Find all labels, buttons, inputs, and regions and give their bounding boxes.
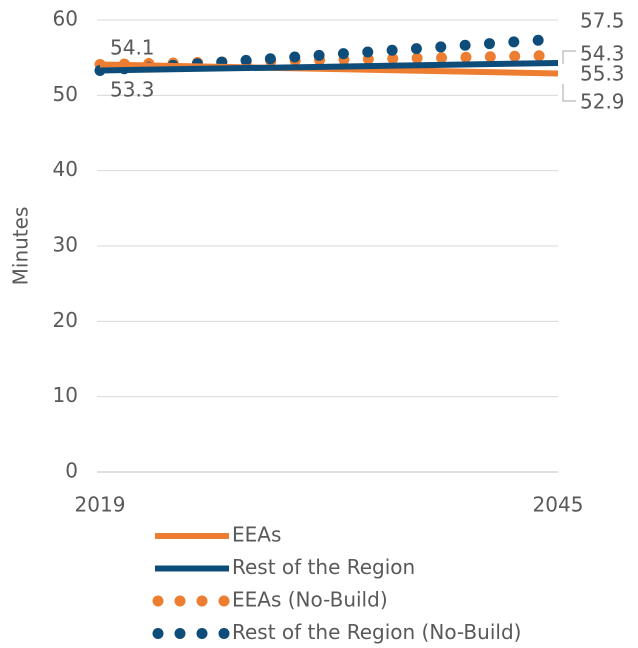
legend-swatch xyxy=(174,628,186,639)
legend-label: EEAs xyxy=(232,523,281,547)
legend-swatch xyxy=(152,628,164,639)
leader-line xyxy=(562,50,576,64)
legend-swatch xyxy=(174,595,186,607)
y-tick-label: 50 xyxy=(53,82,78,106)
legend-label: EEAs (No-Build) xyxy=(232,588,388,612)
data-label: 52.9 xyxy=(580,90,625,114)
legend-label: Rest of the Region (No-Build) xyxy=(232,620,521,644)
x-tick-label: 2045 xyxy=(533,493,584,517)
y-tick-label: 0 xyxy=(65,459,78,483)
data-label: 54.1 xyxy=(110,36,155,60)
legend-swatch xyxy=(196,628,208,639)
y-tick-label: 40 xyxy=(53,157,78,181)
leader-line xyxy=(562,84,576,102)
data-label: 53.3 xyxy=(110,78,155,102)
legend-swatch xyxy=(152,595,164,607)
y-axis-label: Minutes xyxy=(9,207,33,286)
data-label: 54.3 xyxy=(580,42,625,66)
legend-swatch xyxy=(218,628,230,639)
y-tick-label: 20 xyxy=(53,308,78,332)
y-tick-label: 10 xyxy=(53,383,78,407)
y-tick-label: 60 xyxy=(53,7,78,31)
legend-swatch xyxy=(218,595,230,607)
legend-swatch xyxy=(196,595,208,607)
x-tick-label: 2019 xyxy=(75,493,126,517)
series-line xyxy=(99,59,559,74)
data-label: 55.3 xyxy=(580,62,625,86)
data-label: 57.5 xyxy=(580,9,625,33)
y-tick-label: 30 xyxy=(53,233,78,257)
legend-label: Rest of the Region xyxy=(232,555,415,579)
